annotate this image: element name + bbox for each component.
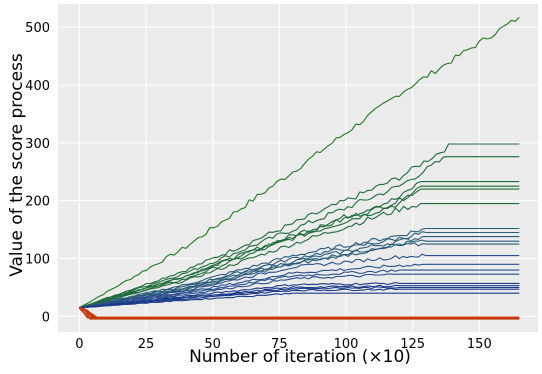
x-tick-label: 125	[400, 337, 425, 352]
series-line	[79, 273, 520, 309]
y-tick-label: 100	[25, 253, 50, 268]
series-lines	[78, 16, 520, 320]
x-axis-label: Number of iteration (×10)	[189, 347, 411, 367]
series-line	[79, 287, 520, 309]
x-tick-labels: 0 25 50 75 100 125 150	[75, 337, 492, 352]
series-line	[79, 188, 520, 309]
series-line	[79, 16, 520, 309]
series-line	[79, 286, 520, 309]
series-line	[79, 143, 520, 309]
plot-background	[58, 4, 538, 332]
x-tick-label: 25	[138, 337, 155, 352]
series-line	[79, 253, 520, 309]
series-line	[79, 263, 520, 309]
y-tick-label: 300	[25, 137, 50, 152]
series-line	[79, 227, 520, 309]
series-line	[79, 269, 520, 309]
x-tick-label: 50	[204, 337, 221, 352]
series-line	[79, 156, 520, 309]
x-tick-label: 0	[75, 337, 83, 352]
y-tick-label: 200	[25, 195, 50, 210]
plot-area	[58, 4, 538, 332]
y-tick-label: 400	[25, 79, 50, 94]
x-tick-label: 75	[271, 337, 288, 352]
y-tick-label: 0	[42, 310, 50, 325]
series-line	[79, 203, 520, 309]
series-line	[79, 239, 520, 309]
series-line	[79, 236, 520, 309]
series-line	[79, 231, 520, 309]
series-line	[78, 307, 520, 319]
y-axis-label: Value of the score process	[7, 53, 27, 277]
series-line	[79, 292, 520, 309]
y-tick-label: 500	[25, 21, 50, 36]
grid-lines	[58, 4, 538, 332]
x-tick-label: 150	[467, 337, 492, 352]
y-tick-labels: 0 100 200 300 400 500	[25, 21, 50, 325]
x-tick-label: 100	[334, 337, 359, 352]
